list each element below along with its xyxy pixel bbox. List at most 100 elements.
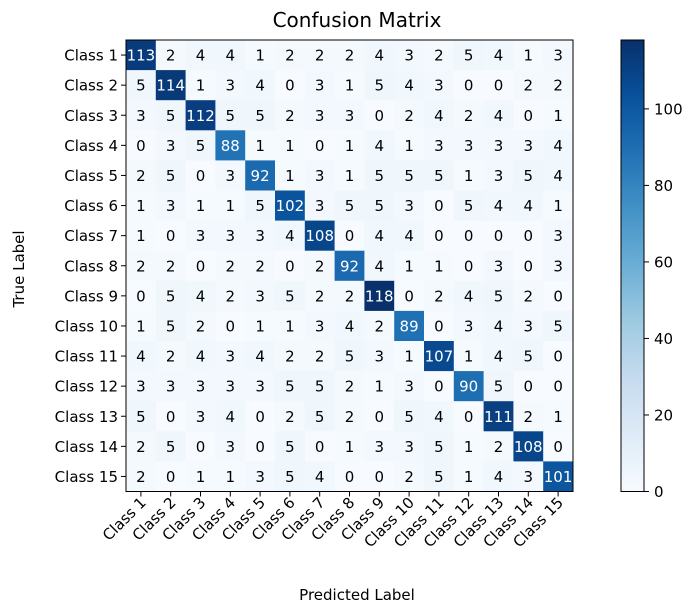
cell-value-label: 3 — [524, 468, 534, 486]
cell-value-label: 3 — [226, 227, 236, 245]
cell-value-label: 0 — [494, 77, 504, 95]
heatmap-cell — [215, 341, 246, 372]
cell-value-label: 1 — [553, 107, 563, 125]
cell-value-label: 2 — [524, 77, 534, 95]
cell-value-label: 2 — [464, 107, 474, 125]
colorbar-tick-label: 80 — [654, 177, 673, 195]
heatmap-cell — [364, 461, 395, 492]
cell-value-label: 5 — [375, 197, 385, 215]
cell-value-label: 0 — [404, 287, 414, 305]
heatmap-cell — [453, 341, 484, 372]
cell-value-label: 3 — [196, 378, 206, 396]
heatmap-cell — [424, 70, 455, 101]
colorbar-tick-label: 20 — [654, 406, 673, 424]
heatmap-cell — [513, 220, 544, 252]
heatmap-cell — [185, 220, 216, 252]
cell-value-label: 1 — [464, 348, 474, 366]
heatmap-cell — [334, 100, 365, 131]
heatmap-cell — [304, 190, 335, 221]
heatmap-cell — [126, 100, 157, 131]
cell-value-label: 102 — [276, 197, 305, 215]
cell-value-label: 0 — [136, 137, 146, 155]
cell-value-label: 0 — [255, 408, 265, 426]
cell-value-label: 1 — [464, 167, 474, 185]
heatmap-cells — [126, 40, 574, 492]
heatmap-cell — [215, 401, 246, 432]
heatmap-cell — [185, 190, 216, 221]
cell-value-label: 0 — [524, 257, 534, 275]
cell-value-label: 3 — [315, 197, 325, 215]
heatmap-cell — [185, 431, 216, 462]
cell-value-label: 3 — [315, 317, 325, 335]
cell-value-label: 2 — [285, 47, 295, 65]
cell-value-label: 3 — [345, 107, 355, 125]
heatmap-cell — [245, 280, 276, 312]
cell-value-label: 3 — [404, 47, 414, 65]
cell-value-label: 3 — [315, 77, 325, 95]
heatmap-cell — [245, 220, 276, 252]
heatmap-cell — [304, 310, 335, 342]
heatmap-cell — [453, 100, 484, 131]
cell-value-label: 114 — [156, 77, 185, 95]
heatmap-cell — [126, 371, 157, 402]
cell-value-label: 112 — [186, 107, 215, 125]
heatmap-cell — [364, 280, 395, 312]
heatmap-cell — [334, 130, 365, 161]
y-tick-label: Class 8 — [64, 257, 118, 275]
heatmap-cell — [364, 310, 395, 342]
cell-value-label: 3 — [226, 167, 236, 185]
heatmap-cell — [424, 190, 455, 221]
cell-value-label: 2 — [285, 107, 295, 125]
cell-value-label: 0 — [285, 257, 295, 275]
heatmap-cell — [483, 431, 514, 462]
cell-value-label: 5 — [494, 287, 504, 305]
heatmap-cell — [513, 461, 544, 492]
y-axis-label: True Label — [10, 230, 28, 308]
cell-value-label: 3 — [494, 137, 504, 155]
cell-value-label: 3 — [226, 378, 236, 396]
cell-value-label: 4 — [375, 227, 385, 245]
cell-value-label: 1 — [434, 257, 444, 275]
heatmap-cell — [155, 371, 186, 402]
cell-value-label: 3 — [226, 77, 236, 95]
heatmap-cell — [126, 40, 157, 71]
heatmap-cell — [215, 40, 246, 71]
cell-value-label: 2 — [136, 167, 146, 185]
cell-value-label: 3 — [166, 197, 176, 215]
cell-value-label: 4 — [404, 227, 414, 245]
cell-value-label: 4 — [434, 408, 444, 426]
heatmap-cell — [364, 220, 395, 252]
heatmap-cell — [543, 160, 574, 191]
cell-value-label: 4 — [375, 47, 385, 65]
cell-value-label: 2 — [524, 287, 534, 305]
cell-value-label: 3 — [166, 137, 176, 155]
y-tick-label: Class 4 — [64, 137, 118, 155]
cell-value-label: 0 — [196, 257, 206, 275]
cell-value-label: 0 — [434, 378, 444, 396]
heatmap-cell — [185, 371, 216, 402]
heatmap-cell — [334, 341, 365, 372]
cell-value-label: 3 — [404, 378, 414, 396]
cell-value-label: 4 — [196, 287, 206, 305]
cell-value-label: 5 — [315, 378, 325, 396]
cell-value-label: 108 — [305, 227, 334, 245]
heatmap-cell — [185, 280, 216, 312]
cell-value-label: 2 — [315, 348, 325, 366]
cell-value-label: 0 — [345, 227, 355, 245]
y-tick-label: Class 9 — [64, 287, 118, 305]
cell-value-label: 5 — [166, 287, 176, 305]
heatmap-cell — [394, 220, 425, 252]
cell-value-label: 1 — [226, 468, 236, 486]
heatmap-cell — [155, 280, 186, 312]
heatmap-cell — [275, 431, 306, 462]
cell-value-label: 4 — [404, 77, 414, 95]
cell-value-label: 2 — [255, 257, 265, 275]
heatmap-cell — [185, 100, 216, 131]
heatmap-cell — [304, 100, 335, 131]
cell-value-label: 0 — [166, 227, 176, 245]
cell-value-label: 3 — [553, 227, 563, 245]
heatmap-cell — [185, 160, 216, 191]
cell-value-label: 4 — [494, 348, 504, 366]
cell-value-label: 0 — [464, 408, 474, 426]
cell-value-label: 0 — [166, 468, 176, 486]
